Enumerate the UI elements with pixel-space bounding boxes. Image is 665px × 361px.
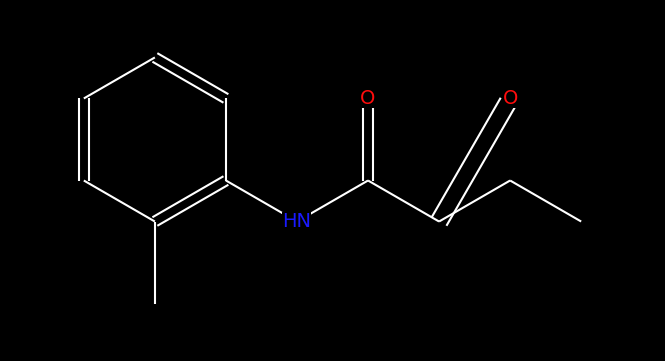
Text: O: O bbox=[503, 89, 518, 108]
Text: HN: HN bbox=[283, 212, 311, 231]
Text: O: O bbox=[360, 89, 376, 108]
